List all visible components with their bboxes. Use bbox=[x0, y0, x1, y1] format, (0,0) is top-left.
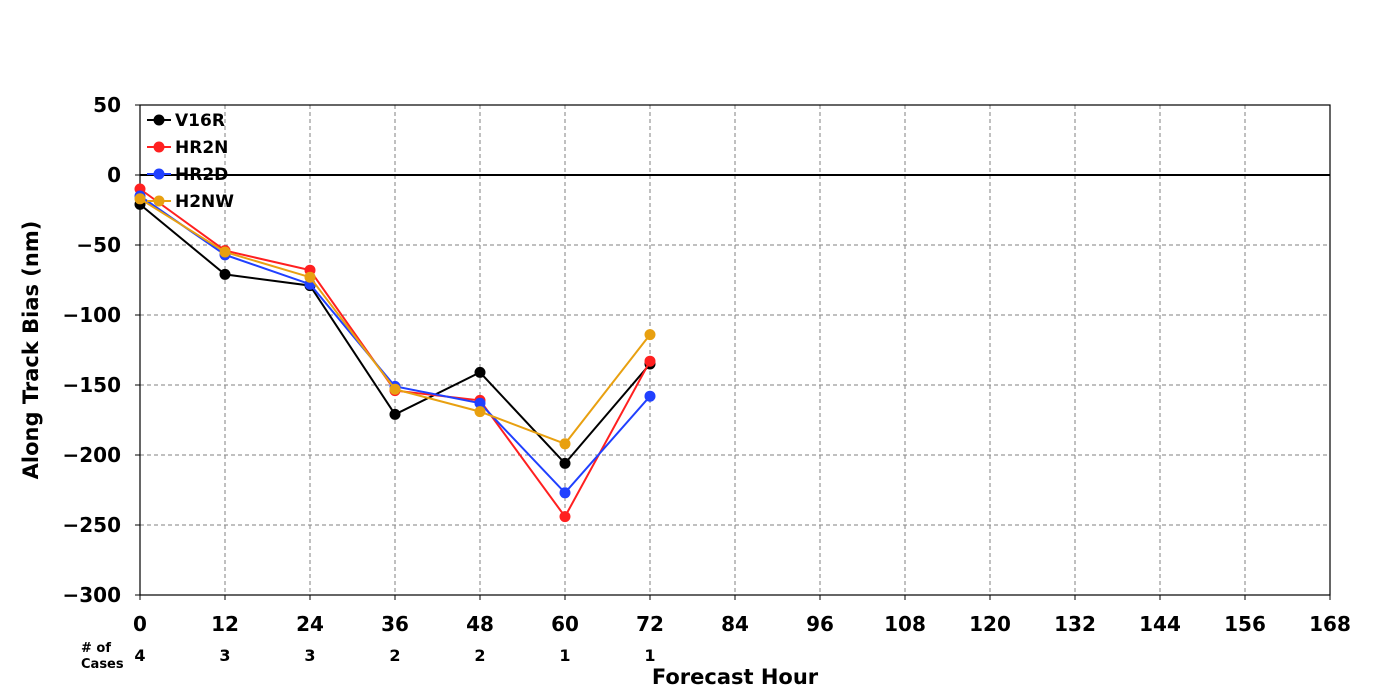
y-tick-label: −300 bbox=[62, 583, 121, 607]
x-tick-label: 156 bbox=[1224, 612, 1266, 636]
x-axis-ticks: 0 12 24 36 48 60 72 84 96 108 120 132 144 156 168 bbox=[133, 595, 1351, 636]
x-tick-label: 0 bbox=[133, 612, 147, 636]
x-tick-label: 132 bbox=[1054, 612, 1096, 636]
legend-label: HR2N bbox=[175, 138, 228, 158]
x-tick-label: 144 bbox=[1139, 612, 1181, 636]
cases-value: 2 bbox=[474, 646, 485, 665]
cases-label-line1: # of bbox=[81, 641, 111, 656]
y-axis-ticks: 50 0 −50 −100 −150 −200 −250 −300 bbox=[62, 93, 140, 607]
cases-values: 4 3 3 2 2 1 1 bbox=[134, 646, 655, 665]
cases-value: 1 bbox=[644, 646, 655, 665]
cases-value: 2 bbox=[389, 646, 400, 665]
data-point bbox=[219, 268, 231, 280]
x-tick-label: 120 bbox=[969, 612, 1011, 636]
data-point bbox=[304, 271, 316, 283]
data-point bbox=[644, 390, 656, 402]
y-tick-label: −250 bbox=[62, 513, 121, 537]
legend-marker bbox=[153, 168, 165, 180]
y-tick-label: −50 bbox=[76, 233, 121, 257]
data-point bbox=[474, 406, 486, 418]
data-point bbox=[559, 438, 571, 450]
y-tick-label: 50 bbox=[93, 93, 121, 117]
legend-marker bbox=[153, 195, 165, 207]
data-point bbox=[644, 329, 656, 341]
cases-label-line2: Cases bbox=[81, 657, 124, 672]
series-h2nw bbox=[134, 193, 656, 450]
series bbox=[134, 183, 656, 523]
x-axis-label: Forecast Hour bbox=[652, 665, 819, 689]
legend: V16R HR2N HR2D H2NW bbox=[147, 111, 234, 212]
cases-value: 3 bbox=[304, 646, 315, 665]
y-tick-label: 0 bbox=[107, 163, 121, 187]
legend-label: HR2D bbox=[175, 165, 228, 185]
data-point bbox=[134, 193, 146, 205]
legend-marker bbox=[153, 141, 165, 153]
legend-entry: V16R bbox=[147, 111, 225, 131]
x-tick-label: 84 bbox=[721, 612, 749, 636]
cases-value: 3 bbox=[219, 646, 230, 665]
y-tick-label: −150 bbox=[62, 373, 121, 397]
legend-label: V16R bbox=[175, 111, 225, 131]
data-point bbox=[644, 355, 656, 367]
x-tick-label: 24 bbox=[296, 612, 324, 636]
data-point bbox=[559, 487, 571, 499]
legend-entry: HR2D bbox=[147, 165, 228, 185]
cases-value: 4 bbox=[134, 646, 145, 665]
x-tick-label: 108 bbox=[884, 612, 926, 636]
x-tick-label: 168 bbox=[1309, 612, 1351, 636]
legend-label: H2NW bbox=[175, 192, 234, 212]
data-point bbox=[389, 408, 401, 420]
y-tick-label: −200 bbox=[62, 443, 121, 467]
data-point bbox=[474, 397, 486, 409]
data-point bbox=[474, 366, 486, 378]
y-axis-label: Along Track Bias (nm) bbox=[19, 221, 43, 480]
legend-entry: H2NW bbox=[147, 192, 234, 212]
x-tick-label: 36 bbox=[381, 612, 409, 636]
data-point bbox=[559, 511, 571, 523]
data-point bbox=[559, 457, 571, 469]
cases-value: 1 bbox=[559, 646, 570, 665]
y-tick-label: −100 bbox=[62, 303, 121, 327]
data-point bbox=[389, 383, 401, 395]
x-tick-label: 12 bbox=[211, 612, 239, 636]
data-point bbox=[219, 246, 231, 258]
x-tick-label: 48 bbox=[466, 612, 494, 636]
x-tick-label: 96 bbox=[806, 612, 834, 636]
legend-marker bbox=[153, 114, 165, 126]
legend-entry: HR2N bbox=[147, 138, 228, 158]
x-tick-label: 72 bbox=[636, 612, 664, 636]
grid bbox=[140, 105, 1330, 595]
x-tick-label: 60 bbox=[551, 612, 579, 636]
